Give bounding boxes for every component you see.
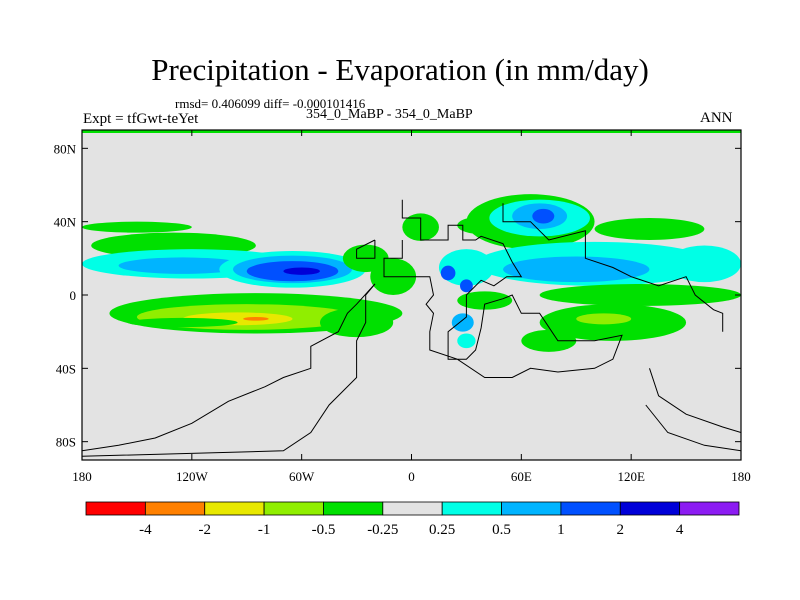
contour-region <box>319 307 394 338</box>
colorbar-swatch <box>85 501 146 516</box>
experiment-label: Expt = tfGwt-teYet <box>83 111 199 127</box>
colorbar-swatch <box>382 501 443 516</box>
colorbar-swatch <box>679 501 740 516</box>
x-tick-label: 0 <box>408 469 415 484</box>
coastline <box>82 283 376 457</box>
coastline <box>356 239 376 259</box>
x-tick-label: 120W <box>176 469 209 484</box>
colorbar-swatch <box>441 501 502 516</box>
contour-region <box>460 279 473 293</box>
colorbar-label: 1 <box>557 522 565 538</box>
y-tick-label: 40N <box>54 215 77 230</box>
y-tick-label: 40S <box>56 361 76 376</box>
coastline <box>383 199 623 378</box>
x-axis: 180 120W 60W 0 60E 120E 180 <box>72 130 751 484</box>
colorbar-label: 0.25 <box>429 522 455 538</box>
contour-region <box>118 257 247 274</box>
contour-region <box>594 218 705 240</box>
chart-subtitle: 354_0_MaBP - 354_0_MaBP <box>306 107 473 122</box>
colorbar-label: 0.5 <box>492 522 511 538</box>
colorbar-swatch <box>204 501 265 516</box>
x-tick-label: 120E <box>617 469 645 484</box>
contour-region <box>82 221 192 233</box>
contour-region <box>576 313 632 325</box>
y-tick-label: 80N <box>54 141 77 156</box>
contour-region <box>283 267 320 275</box>
colorbar-swatch <box>501 501 562 516</box>
colorbar-label: 2 <box>617 522 625 538</box>
chart-title: Precipitation - Evaporation (in mm/day) <box>151 52 649 87</box>
contour-region <box>457 291 513 310</box>
colorbar-swatch <box>144 501 206 516</box>
colorbar-swatch <box>619 501 681 516</box>
contour-region <box>503 256 650 283</box>
y-tick-label: 80S <box>56 435 76 450</box>
colorbar-label: -4 <box>139 522 152 538</box>
colorbar-label: -1 <box>258 522 271 538</box>
stats-text: rmsd= 0.406099 diff= -0.000101416 <box>175 96 366 111</box>
colorbar-label: 4 <box>676 522 684 538</box>
contour-region <box>521 329 577 352</box>
contour-region <box>127 317 238 328</box>
coastline <box>502 203 724 332</box>
contour-region <box>667 245 741 283</box>
y-tick-label: 0 <box>70 288 77 303</box>
continent-outlines <box>82 199 741 457</box>
contour-region <box>532 208 555 224</box>
x-tick-label: 60W <box>289 469 315 484</box>
colorbar-label: -0.5 <box>312 522 336 538</box>
season-label: ANN <box>700 110 733 126</box>
contour-region <box>539 284 741 306</box>
colorbar: -4 -2 -1 -0.5 -0.25 0.25 0.5 1 2 4 <box>85 501 740 538</box>
contour-region <box>440 265 456 281</box>
contour-regions <box>82 130 741 352</box>
colorbar-label: -2 <box>198 522 211 538</box>
y-axis: 80N 40N 0 40S 80S <box>54 141 741 450</box>
x-tick-label: 180 <box>731 469 751 484</box>
coastline <box>82 283 376 452</box>
x-tick-label: 60E <box>511 469 532 484</box>
colorbar-swatch <box>323 501 384 516</box>
colorbar-swatch <box>263 501 324 516</box>
x-tick-label: 180 <box>72 469 92 484</box>
coastline <box>645 404 741 452</box>
contour-region <box>451 313 474 332</box>
contour-region <box>457 333 476 349</box>
contour-region <box>243 317 269 321</box>
colorbar-swatch <box>560 501 621 516</box>
colorbar-label: -0.25 <box>367 522 398 538</box>
coastline <box>649 368 741 433</box>
